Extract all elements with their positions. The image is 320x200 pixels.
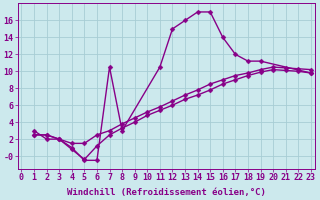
X-axis label: Windchill (Refroidissement éolien,°C): Windchill (Refroidissement éolien,°C)	[67, 188, 266, 197]
